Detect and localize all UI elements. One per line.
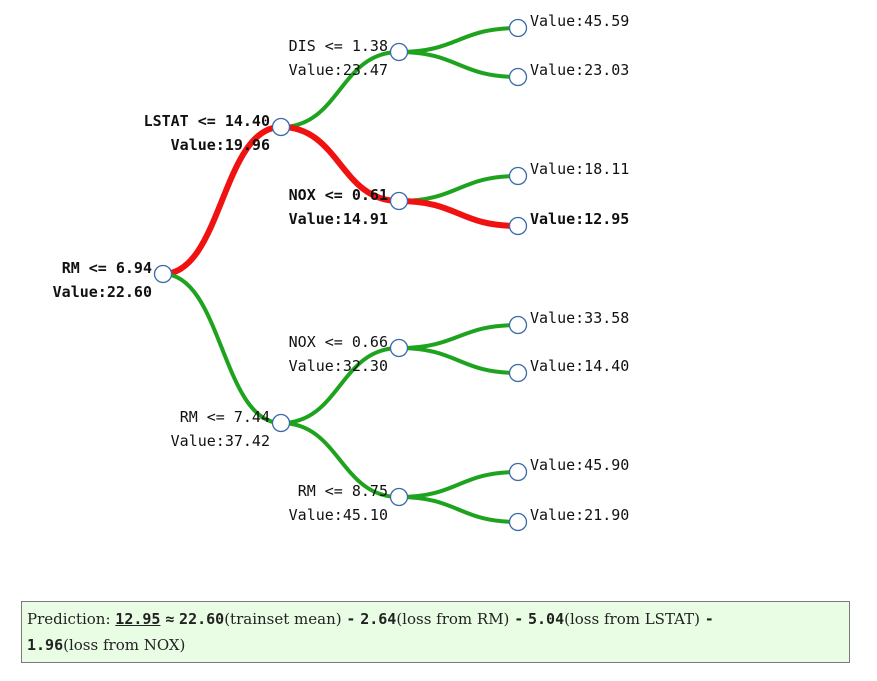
tree-node-r [271,413,291,433]
leaf-value-label: Value:33.58 [530,309,629,327]
tree-edge-r-rl [280,346,400,425]
prediction-value: 12.95 [115,610,161,628]
tree-edge-ll-llr [398,50,519,79]
tree-labels: RM <= 6.94 Value:22.60 LSTAT <= 14.40 Value… [53,12,630,524]
trainset-mean-text: (trainset mean) [224,610,342,628]
node-value-label: Value:19.96 [171,136,270,154]
decision-tree: RM <= 6.94 Value:22.60 LSTAT <= 14.40 Value… [53,12,630,532]
tree-edge-l-lr [280,124,400,204]
node-split-label: RM <= 7.44 [180,408,270,426]
trainset-mean-value: 22.60 [179,610,225,628]
node-value-label: Value:45.10 [289,506,388,524]
prediction-box: Prediction: 12.95 ≈ 22.60(trainset mean)… [21,601,850,663]
term-sign: - [346,610,356,628]
tree-node-lll [508,18,528,38]
node-value-label: Value:37.42 [171,432,270,450]
tree-node-rrr [508,512,528,532]
tree-node-lrl [508,166,528,186]
term-amount: 5.04 [528,610,565,628]
tree-node-rrl [508,462,528,482]
leaf-value-label: Value:45.90 [530,456,629,474]
tree-edge-rl-rll [398,323,519,350]
tree-node-l [271,117,291,137]
node-value-label: Value:22.60 [53,283,152,301]
node-split-label: DIS <= 1.38 [289,37,388,55]
tree-node-llr [508,67,528,87]
node-split-label: NOX <= 0.61 [289,186,388,204]
tree-edge-l-ll [280,50,400,129]
tree-node-rll [508,315,528,335]
prediction-label: Prediction: [27,610,111,628]
tree-edge-ll-lll [398,26,519,54]
node-split-label: LSTAT <= 14.40 [144,112,270,130]
tree-node-rr [389,487,409,507]
leaf-value-label: Value:21.90 [530,506,629,524]
tree-edge-rr-rrr [398,495,519,524]
term-text: (loss from RM) [396,610,510,628]
term-text: (loss from NOX) [63,636,186,654]
tree-edge-root-l [162,124,282,277]
tree-edge-lr-lrr [398,198,519,229]
tree-node-lr [389,191,409,211]
term-amount: 1.96 [27,636,64,654]
tree-node-lrr [508,216,528,236]
tree-node-ll [389,42,409,62]
tree-nodes [153,18,528,532]
term-sign: - [704,610,714,628]
term-sign: - [514,610,524,628]
tree-edge-root-r [162,272,282,425]
tree-edge-rr-rrl [398,470,519,499]
leaf-value-label: Value:14.40 [530,357,629,375]
node-value-label: Value:14.91 [289,210,388,228]
approx-symbol: ≈ [165,610,175,628]
node-value-label: Value:32.30 [289,357,388,375]
tree-edge-r-rr [280,421,400,499]
leaf-value-label: Value:23.03 [530,61,629,79]
node-split-label: RM <= 8.75 [298,482,388,500]
leaf-value-label: Value:18.11 [530,160,629,178]
tree-edge-lr-lrl [398,174,519,203]
term-text: (loss from LSTAT) [564,610,701,628]
term-amount: 2.64 [360,610,397,628]
leaf-value-label: Value:45.59 [530,12,629,30]
tree-edge-rl-rlr [398,346,519,375]
node-split-label: RM <= 6.94 [62,259,152,277]
tree-node-rlr [508,363,528,383]
tree-edges [162,26,519,524]
node-split-label: NOX <= 0.66 [289,333,388,351]
node-value-label: Value:23.47 [289,61,388,79]
leaf-value-label: Value:12.95 [530,210,629,228]
tree-node-rl [389,338,409,358]
tree-node-root [153,264,173,284]
